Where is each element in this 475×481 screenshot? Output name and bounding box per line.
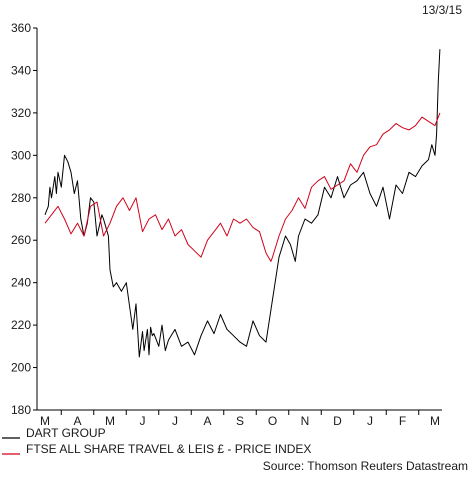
y-tick-label: 280 bbox=[11, 191, 31, 205]
x-tick-label: A bbox=[203, 414, 211, 428]
y-tick-label: 300 bbox=[11, 148, 31, 162]
y-tick-label: 360 bbox=[11, 21, 31, 35]
x-tick-label: J bbox=[172, 414, 178, 428]
x-tick-label: A bbox=[73, 414, 81, 428]
y-tick-label: 200 bbox=[11, 361, 31, 375]
x-tick-label: M bbox=[430, 414, 440, 428]
y-tick-label: 220 bbox=[11, 318, 31, 332]
y-tick-label: 260 bbox=[11, 233, 31, 247]
legend-label: DART GROUP bbox=[26, 426, 106, 440]
legend: DART GROUP FTSE ALL SHARE TRAVEL & LEIS £… bbox=[2, 426, 311, 456]
axes: 180 200 220 240 260 280 300 320 340 360 M A M J J A S O N D… bbox=[11, 21, 442, 428]
x-tick-label: O bbox=[268, 414, 277, 428]
x-tick-label: M bbox=[105, 414, 115, 428]
date-label: 13/3/15 bbox=[422, 3, 462, 17]
x-tick-label: N bbox=[301, 414, 310, 428]
legend-label: FTSE ALL SHARE TRAVEL & LEIS £ - PRICE I… bbox=[26, 442, 311, 456]
series-line-dart-group bbox=[44, 49, 441, 358]
source-label: Source: Thomson Reuters Datastream bbox=[263, 459, 468, 473]
x-tick-label: F bbox=[399, 414, 406, 428]
x-tick-label: S bbox=[236, 414, 244, 428]
y-tick-label: 180 bbox=[11, 403, 31, 417]
y-tick-label: 240 bbox=[11, 276, 31, 290]
x-tick-label: D bbox=[333, 414, 342, 428]
x-tick-label: J bbox=[140, 414, 146, 428]
series-layer bbox=[44, 49, 441, 358]
series-line-ftse-travel-leisure bbox=[44, 112, 441, 262]
x-tick-label: J bbox=[367, 414, 373, 428]
y-tick-label: 320 bbox=[11, 106, 31, 120]
x-tick-label: M bbox=[40, 414, 50, 428]
y-tick-label: 340 bbox=[11, 63, 31, 77]
